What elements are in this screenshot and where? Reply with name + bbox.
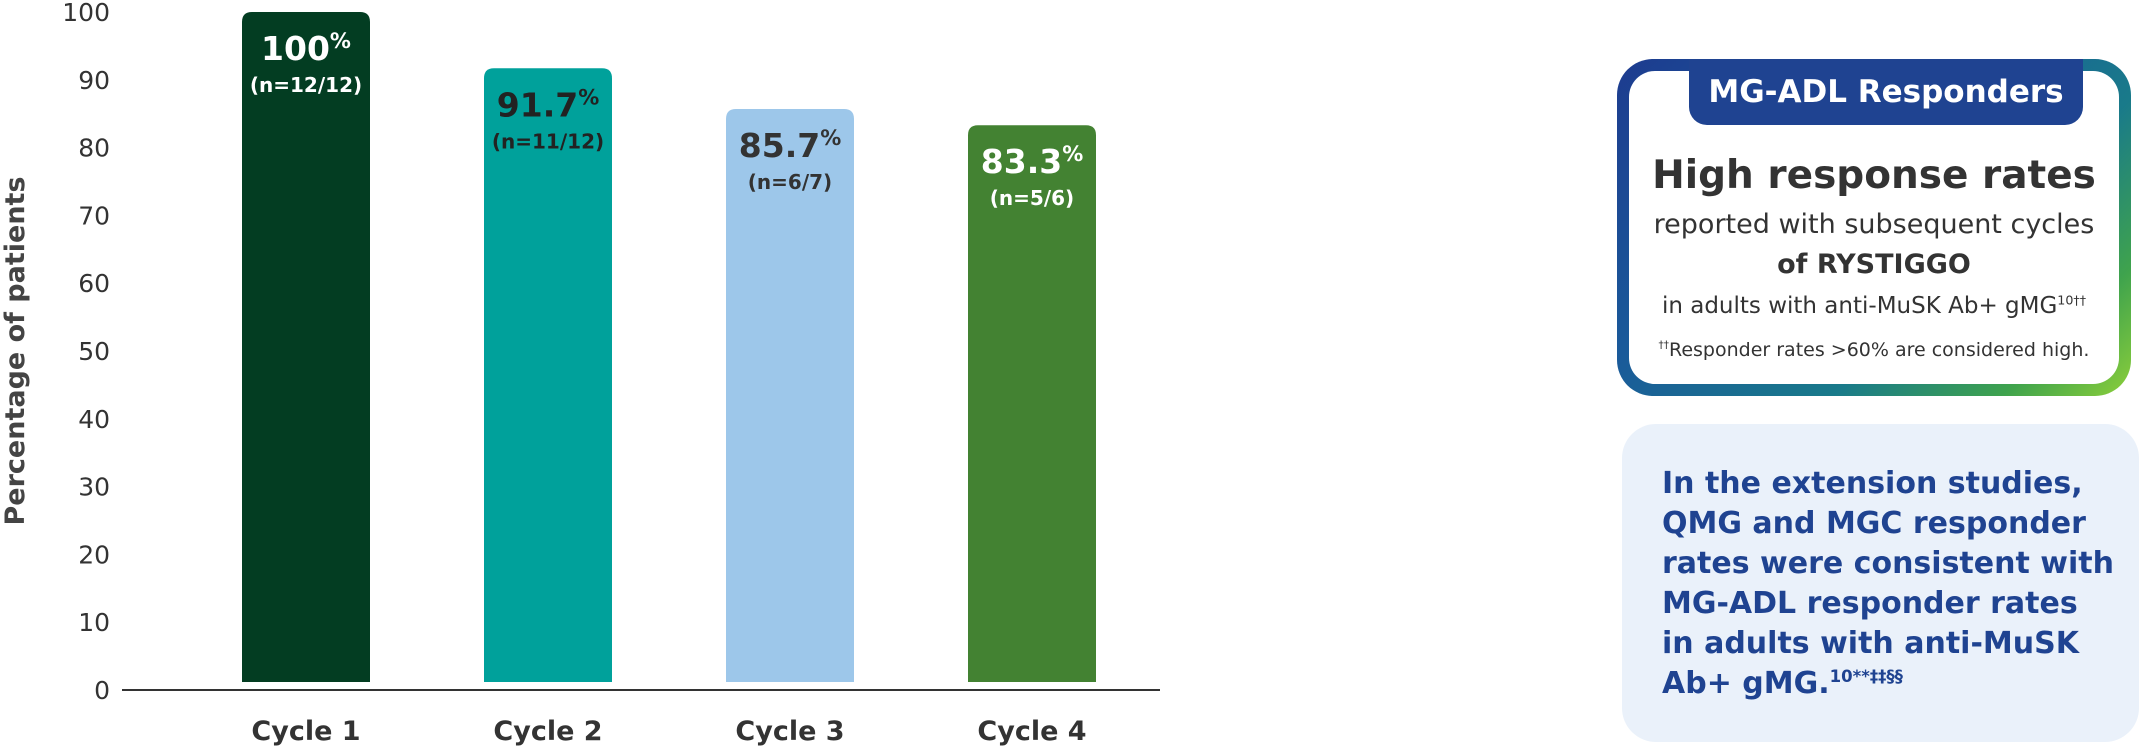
callout-tag: MG-ADL Responders: [1689, 59, 2083, 125]
bar-n-label: (n=12/12): [250, 73, 362, 97]
x-category-label: Cycle 3: [735, 716, 844, 747]
callout-line-2: of RYSTIGGO: [1777, 249, 1971, 280]
x-category-label: Cycle 4: [977, 716, 1086, 747]
callout-line-3-sup: 10††: [2057, 292, 2087, 308]
note-line: In the extension studies,: [1662, 466, 2083, 501]
y-tick-label: 0: [94, 676, 110, 705]
x-category-label: Cycle 1: [251, 716, 360, 747]
callout-headline: High response rates: [1652, 153, 2096, 198]
note-line: QMG and MGC responder: [1662, 506, 2086, 541]
responders-callout: MG-ADL Responders High response rates re…: [1617, 59, 2131, 396]
y-tick-label: 90: [78, 66, 110, 95]
bar-chart: Percentage of patients 0 10 20 30 40 50 60 70 80 9…: [0, 0, 1160, 747]
bar-n-label: (n=6/7): [748, 170, 832, 194]
callout-line-3: in adults with anti-MuSK Ab+ gMG10††: [1629, 293, 2119, 319]
y-tick-label: 60: [78, 269, 110, 298]
y-tick-label: 10: [78, 608, 110, 637]
extension-note-box: In the extension studies, QMG and MGC re…: [1622, 424, 2139, 742]
note-line: in adults with anti-MuSK: [1662, 626, 2079, 661]
bar: [484, 68, 612, 683]
bar-n-label: (n=11/12): [492, 129, 604, 153]
y-tick-label: 20: [78, 540, 110, 569]
y-tick-label: 40: [78, 405, 110, 434]
y-tick-label: 50: [78, 337, 110, 366]
bar: [726, 108, 854, 683]
callout-footnote-text: Responder rates >60% are considered high…: [1668, 339, 2090, 361]
bar-value-suffix: %: [1062, 142, 1083, 166]
bar: [968, 125, 1096, 682]
callout-line-3-text: in adults with anti-MuSK Ab+ gMG: [1661, 293, 2058, 319]
callout-inner: MG-ADL Responders High response rates re…: [1629, 59, 2119, 384]
bar-n-label: (n=5/6): [990, 186, 1074, 210]
bar-value-suffix: %: [820, 126, 841, 150]
bar-value-suffix: %: [578, 85, 599, 109]
y-tick-label: 30: [78, 473, 110, 502]
y-tick-label: 80: [78, 134, 110, 163]
note-line: rates were consistent with: [1662, 546, 2114, 581]
y-axis-label: Percentage of patients: [0, 176, 31, 525]
y-tick-label: 70: [78, 201, 110, 230]
chart-svg: Percentage of patients 0 10 20 30 40 50 60 70 80 9…: [0, 0, 1160, 747]
x-category-label: Cycle 2: [493, 716, 602, 747]
extension-note-text: In the extension studies, QMG and MGC re…: [1662, 464, 2114, 704]
note-sup: 10**‡‡§§: [1829, 667, 1903, 686]
y-tick-label: 100: [62, 0, 110, 27]
note-line: MG-ADL responder rates: [1662, 586, 2078, 621]
callout-line-1: reported with subsequent cycles: [1653, 209, 2095, 240]
bar: [242, 12, 370, 682]
note-line-text: Ab+ gMG.: [1662, 666, 1830, 701]
note-line-last: Ab+ gMG.10**‡‡§§: [1662, 664, 2112, 704]
callout-footnote: ††Responder rates >60% are considered hi…: [1629, 339, 2119, 361]
bar-value-suffix: %: [330, 29, 351, 53]
callout-footnote-sup: ††: [1658, 339, 1669, 352]
